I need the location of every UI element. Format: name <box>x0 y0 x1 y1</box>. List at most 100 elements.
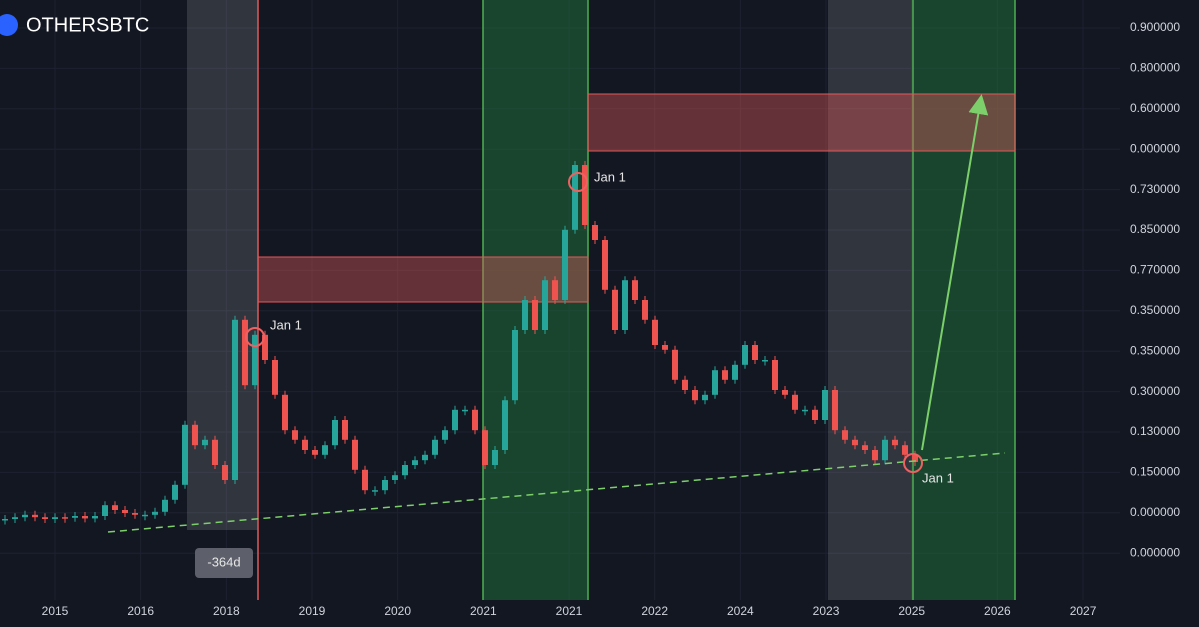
gray-zone <box>828 0 913 600</box>
candle <box>12 517 18 519</box>
candle <box>282 394 288 431</box>
candle <box>402 465 408 476</box>
candle <box>132 513 138 515</box>
candle <box>702 394 708 401</box>
candle <box>72 516 78 518</box>
candle <box>612 289 618 330</box>
candle <box>492 450 498 465</box>
candle <box>122 510 128 513</box>
candle <box>422 454 428 461</box>
y-tick-label: 0.900000 <box>1130 20 1180 34</box>
candle <box>42 517 48 519</box>
markers <box>245 172 923 473</box>
candle <box>182 424 188 485</box>
candle <box>542 280 548 330</box>
candle <box>142 514 148 517</box>
candle <box>482 430 488 465</box>
candle <box>232 319 238 480</box>
x-tick-label: 2023 <box>813 604 840 618</box>
candle <box>822 390 828 420</box>
candle <box>202 439 208 446</box>
candle <box>872 450 878 461</box>
candle <box>772 360 778 390</box>
y-tick-label: 0.730000 <box>1130 182 1180 196</box>
candle <box>312 450 318 455</box>
candle <box>112 505 118 510</box>
annotation: Jan 1 <box>922 470 954 485</box>
candle <box>252 334 258 386</box>
candle <box>512 330 518 401</box>
x-tick-label: 2021 <box>470 604 497 618</box>
candle <box>472 409 478 431</box>
candle <box>262 334 268 360</box>
arrow <box>921 94 989 451</box>
candle <box>642 300 648 320</box>
candle <box>192 424 198 446</box>
candle <box>392 475 398 480</box>
annotation: Jan 1 <box>594 169 626 184</box>
candle <box>52 517 58 519</box>
candle <box>662 345 668 350</box>
y-tick-label: 0.000000 <box>1130 545 1180 559</box>
y-tick-label: 0.130000 <box>1130 424 1180 438</box>
candle <box>382 480 388 491</box>
candle <box>82 516 88 519</box>
candle <box>692 390 698 401</box>
x-axis <box>0 600 1120 627</box>
candle <box>562 229 568 300</box>
candle <box>302 439 308 450</box>
candle <box>882 439 888 461</box>
candle <box>572 165 578 230</box>
candle <box>292 430 298 440</box>
trend-line <box>107 452 1006 533</box>
candle <box>102 505 108 516</box>
x-tick-label: 2022 <box>641 604 668 618</box>
y-tick-label: 0.000000 <box>1130 505 1180 519</box>
x-tick-label: 2024 <box>727 604 754 618</box>
candle <box>342 420 348 440</box>
candle <box>742 345 748 365</box>
target-box <box>587 93 1016 152</box>
candle <box>242 319 248 386</box>
candle <box>592 225 598 240</box>
candle <box>352 439 358 470</box>
candle <box>682 379 688 390</box>
candle <box>502 400 508 450</box>
y-tick-label: 0.600000 <box>1130 101 1180 115</box>
candle <box>812 409 818 420</box>
candle <box>632 280 638 300</box>
candle <box>32 514 38 518</box>
candle <box>522 300 528 330</box>
candle <box>152 511 158 515</box>
y-tick-label: 0.350000 <box>1130 303 1180 317</box>
candle <box>92 516 98 519</box>
candle <box>412 460 418 465</box>
candle <box>212 439 218 465</box>
x-tick-label: 2026 <box>984 604 1011 618</box>
candle <box>732 364 738 380</box>
candle <box>552 280 558 300</box>
candle <box>332 420 338 446</box>
candle <box>532 300 538 330</box>
candle <box>852 439 858 446</box>
candle <box>792 394 798 410</box>
y-tick-label: 0.150000 <box>1130 465 1180 479</box>
resistance-box <box>257 256 589 303</box>
candle <box>372 490 378 492</box>
y-axis <box>1120 0 1199 627</box>
candle <box>712 370 718 395</box>
x-tick-label: 2015 <box>42 604 69 618</box>
y-tick-label: 0.800000 <box>1130 61 1180 75</box>
candle <box>782 390 788 395</box>
candle <box>892 439 898 446</box>
candle <box>722 370 728 380</box>
x-tick-label: 2016 <box>127 604 154 618</box>
candle <box>842 430 848 440</box>
candle <box>432 439 438 455</box>
gray-zone <box>187 0 258 530</box>
candle <box>322 445 328 455</box>
x-tick-label: 2019 <box>299 604 326 618</box>
annotation: Jan 1 <box>270 317 302 332</box>
candle <box>862 445 868 450</box>
x-tick-label: 2025 <box>898 604 925 618</box>
